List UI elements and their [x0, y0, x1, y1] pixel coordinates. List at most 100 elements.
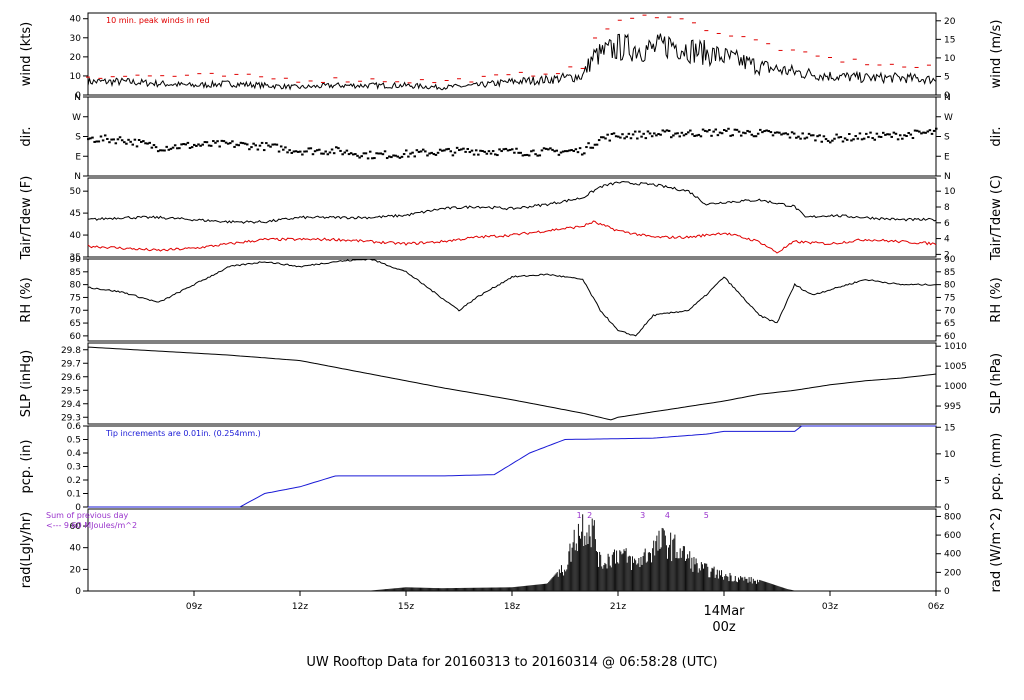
dir-point — [233, 145, 236, 148]
dir-point — [786, 133, 790, 136]
dir-point — [799, 137, 802, 140]
dir-point — [220, 139, 224, 142]
dir-point — [282, 148, 285, 151]
dir-point — [756, 132, 760, 135]
dir-point — [640, 135, 643, 138]
dir-point — [279, 145, 283, 148]
dir-point — [898, 134, 902, 137]
dir-point — [606, 133, 609, 136]
rh-ytick-label: 75 — [70, 293, 81, 303]
dir-point — [576, 151, 580, 154]
temp-ytick-label: 45 — [70, 209, 81, 219]
dir-point — [597, 139, 601, 142]
dir-point — [682, 134, 686, 137]
temp-panel-frame — [87, 177, 937, 258]
dir-point — [180, 143, 183, 146]
dir-point — [481, 150, 484, 153]
dir-point — [561, 150, 565, 153]
dir-ylabel-right: dir. — [989, 126, 1004, 146]
rad-peak-label: 5 — [704, 511, 709, 520]
dir-point — [812, 134, 815, 137]
dir-point — [229, 142, 232, 145]
dir-point — [271, 143, 274, 146]
dir-point — [222, 140, 226, 143]
dir-point — [614, 135, 618, 138]
dir-point — [273, 143, 277, 146]
dir-point — [731, 134, 734, 137]
dir-point — [920, 132, 923, 135]
dir-point — [415, 149, 419, 152]
dir-point — [364, 152, 368, 155]
dir-point — [532, 149, 535, 152]
temp-ytick-label: 40 — [70, 231, 82, 241]
dir-point — [915, 129, 919, 132]
dir-point — [580, 153, 584, 156]
dir-point — [392, 154, 395, 157]
dir-point — [161, 149, 164, 152]
dir-point — [843, 137, 847, 140]
dir-point — [265, 142, 268, 145]
x-tick-label: 18z — [504, 602, 520, 612]
dir-point — [667, 129, 671, 132]
dir-point — [733, 128, 737, 131]
pcp-ytick-right-label: 10 — [944, 450, 956, 460]
dir-point — [604, 137, 607, 140]
dir-point — [689, 129, 692, 132]
dir-point — [761, 131, 764, 134]
dir-point — [445, 148, 448, 151]
dir-point — [780, 133, 783, 136]
dir-point — [256, 148, 260, 151]
dir-point — [120, 139, 124, 142]
dir-point — [214, 141, 217, 144]
dir-point — [538, 154, 542, 157]
dir-point — [610, 133, 614, 136]
dir-point — [398, 156, 402, 159]
wind-ylabel-right: wind (m/s) — [989, 20, 1004, 89]
dir-point — [303, 150, 306, 153]
dir-point — [224, 141, 228, 144]
dir-point — [519, 151, 522, 154]
dir-point — [356, 154, 359, 157]
dir-point — [148, 141, 151, 144]
pcp-ytick-label: 0.6 — [67, 422, 82, 432]
dir-point — [809, 134, 813, 137]
dir-point — [699, 135, 703, 138]
dir-point — [735, 128, 739, 131]
dir-point — [106, 137, 109, 140]
dir-point — [309, 147, 313, 150]
dir-point — [570, 149, 573, 152]
dir-point — [831, 139, 834, 142]
rad-annotation-sum: <--- 9.60 MJoules/m^2 — [46, 521, 137, 530]
dir-point — [778, 131, 781, 134]
rh-ytick-right-label: 80 — [944, 281, 956, 291]
dir-point — [850, 139, 853, 142]
dir-point — [167, 148, 171, 151]
pcp-ytick-label: 0 — [75, 503, 81, 513]
dir-point — [578, 147, 582, 150]
slp-ytick-label: 29.4 — [61, 400, 81, 410]
dir-point — [377, 152, 380, 155]
dir-point — [326, 153, 330, 156]
dir-point — [583, 152, 586, 155]
dir-point — [332, 152, 336, 155]
dir-ytick-right-label: E — [944, 152, 950, 162]
dir-ylabel: dir. — [19, 126, 34, 146]
dir-point — [118, 136, 122, 139]
dir-point — [491, 150, 495, 153]
dir-point — [197, 143, 200, 146]
dir-point — [460, 148, 463, 151]
slp-ytick-label: 29.8 — [61, 346, 81, 356]
dir-point — [483, 150, 486, 153]
dir-point — [87, 138, 90, 141]
dir-point — [171, 146, 175, 149]
dir-point — [661, 129, 665, 132]
pcp-ytick-label: 0.4 — [67, 449, 82, 459]
rh-series-line — [87, 258, 937, 337]
dir-point — [511, 148, 514, 151]
dir-point — [394, 154, 397, 157]
dir-point — [453, 151, 457, 154]
dir-point — [574, 148, 578, 151]
dir-point — [903, 134, 906, 137]
rad-ytick-right-label: 600 — [944, 531, 961, 541]
dir-point — [814, 139, 817, 142]
